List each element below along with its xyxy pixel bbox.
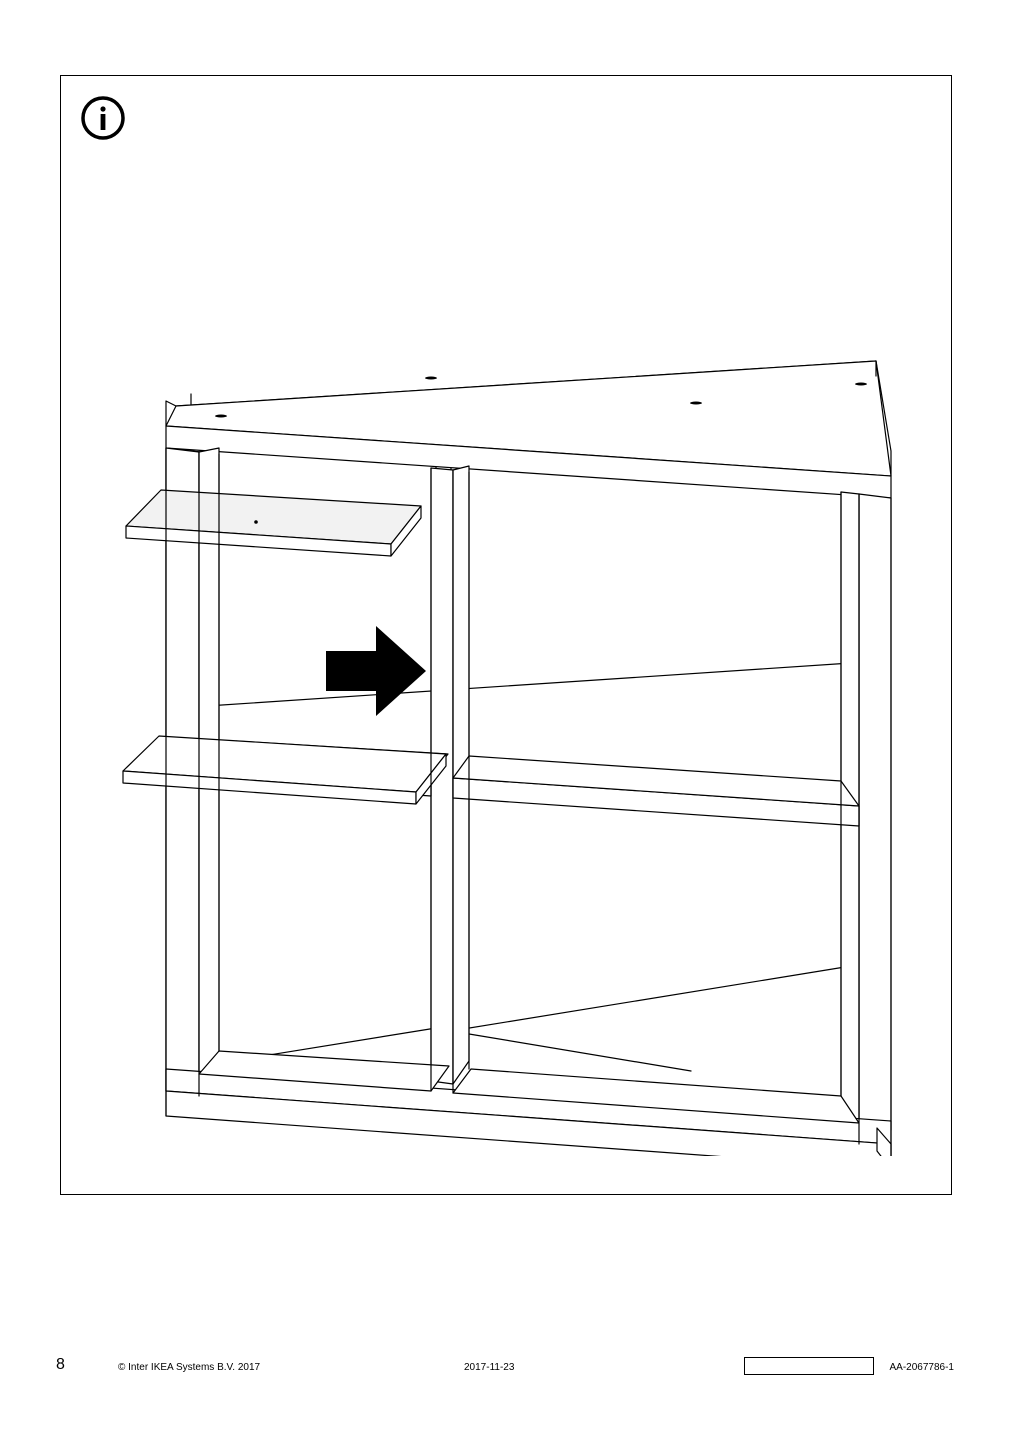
- date-text: 2017-11-23: [464, 1362, 514, 1373]
- info-icon: [79, 94, 127, 142]
- copyright-text: © Inter IKEA Systems B.V. 2017: [118, 1362, 260, 1373]
- document-id: AA-2067786-1: [890, 1362, 955, 1373]
- page-footer: 8 © Inter IKEA Systems B.V. 2017 2017-11…: [0, 1350, 1012, 1374]
- page-number: 8: [56, 1356, 65, 1374]
- assembly-diagram: [81, 276, 931, 1156]
- page: 8 © Inter IKEA Systems B.V. 2017 2017-11…: [0, 0, 1012, 1432]
- illustration-frame: [60, 75, 952, 1195]
- insert-arrow-icon: [326, 626, 426, 716]
- footer-box: [744, 1357, 874, 1375]
